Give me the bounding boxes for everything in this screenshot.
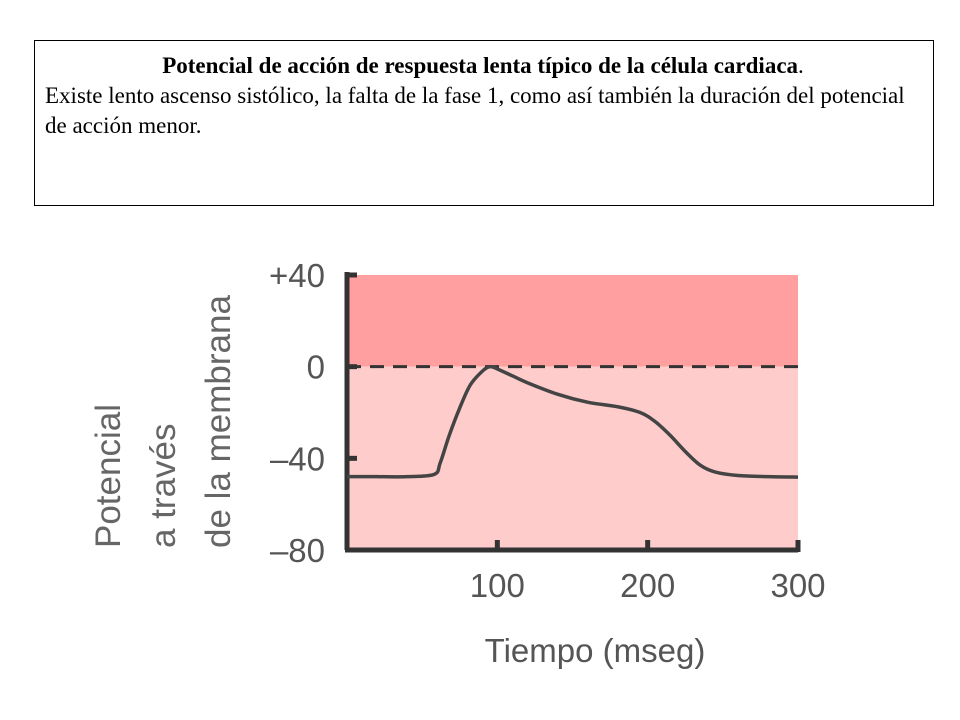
y-tick-labels: +40 0 –40 –80 [269, 257, 325, 569]
y-axis-label-line-0: Potencial [89, 404, 128, 548]
y-axis-label: Potencial a través de la membrana [89, 295, 238, 548]
caption-title: Potencial de acción de respuesta lenta t… [45, 51, 921, 81]
y-tick-label-1: 0 [307, 349, 325, 386]
caption-box: Potencial de acción de respuesta lenta t… [34, 40, 934, 206]
y-tick-label-2: –40 [270, 440, 325, 477]
x-axis-label: Tiempo (mseg) [485, 632, 706, 669]
caption-title-end: . [798, 53, 804, 78]
caption-title-text: Potencial de acción de respuesta lenta t… [162, 53, 799, 78]
shaded-band-1 [347, 366, 798, 550]
x-tick-label-2: 300 [770, 567, 825, 604]
y-tick-label-0: +40 [269, 257, 325, 294]
shaded-bands [347, 275, 798, 550]
y-axis-label-line-2: de la membrana [199, 295, 238, 548]
x-tick-label-1: 200 [620, 567, 675, 604]
x-tick-label-0: 100 [470, 567, 525, 604]
y-axis-label-line-1: a través [144, 424, 183, 549]
caption-body: Existe lento ascenso sistólico, la falta… [45, 83, 905, 138]
chart-series [347, 364, 799, 479]
shaded-band-0 [347, 275, 798, 367]
x-tick-labels: 100 200 300 [470, 567, 826, 604]
y-tick-label-3: –80 [270, 532, 325, 569]
action-potential-line [347, 364, 799, 479]
